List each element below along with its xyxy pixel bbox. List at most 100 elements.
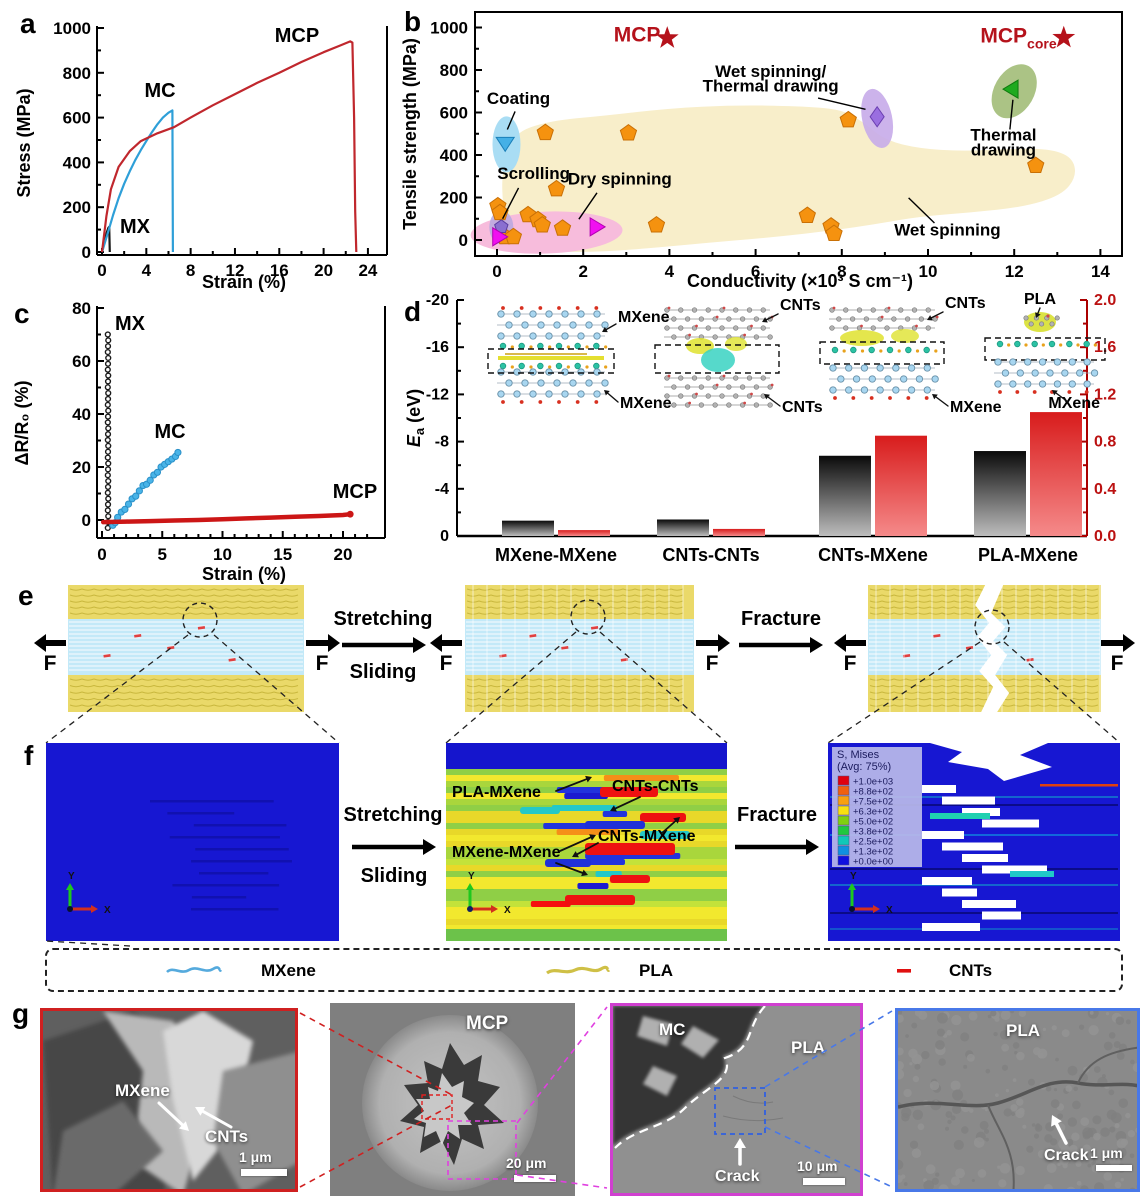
svg-text:0: 0 xyxy=(97,545,106,564)
svg-text:+0.0e+00: +0.0e+00 xyxy=(853,857,893,868)
svg-text:Tensile strength (MPa): Tensile strength (MPa) xyxy=(400,38,420,230)
pla-line-swatch xyxy=(546,965,611,975)
svg-text:F: F xyxy=(44,652,57,675)
svg-text:CNTs-MXene: CNTs-MXene xyxy=(598,828,696,845)
series-MX xyxy=(104,331,112,532)
wet-spinning-region xyxy=(502,105,1075,252)
svg-text:Stretching: Stretching xyxy=(344,804,443,826)
scalebar-label: 10 μm xyxy=(797,1158,838,1174)
svg-text:MC: MC xyxy=(154,421,185,443)
pla-label: PLA xyxy=(791,1038,825,1057)
svg-text:Sliding: Sliding xyxy=(361,865,428,887)
svg-text:15: 15 xyxy=(273,545,292,564)
mxene-line-swatch xyxy=(166,966,223,974)
svg-text:CNTs-CNTs: CNTs-CNTs xyxy=(662,545,759,565)
svg-text:X: X xyxy=(104,905,111,916)
svg-text:0.0: 0.0 xyxy=(1094,528,1116,545)
svg-text:1.2: 1.2 xyxy=(1094,386,1116,403)
svg-text:+3.8e+02: +3.8e+02 xyxy=(853,827,893,838)
bar-red-1 xyxy=(713,528,765,536)
series-MC xyxy=(109,448,182,529)
composite-block xyxy=(465,585,694,712)
svg-text:Fracture: Fracture xyxy=(741,608,821,630)
svg-text:S, Mises: S, Mises xyxy=(837,749,880,761)
svg-text:Ea (eV): Ea (eV) xyxy=(404,389,427,447)
svg-text:4: 4 xyxy=(665,262,675,281)
svg-text:MX: MX xyxy=(120,216,151,238)
inset-pla-mxene: PLA MXene xyxy=(984,291,1106,412)
svg-text:Sliding: Sliding xyxy=(350,661,417,683)
mxene-annotation: MXene xyxy=(115,1081,170,1100)
svg-text:Y: Y xyxy=(850,871,857,882)
svg-text:800: 800 xyxy=(63,64,91,83)
scalebar-label: 20 μm xyxy=(506,1155,547,1171)
coordinate-triad: YX xyxy=(66,871,111,916)
legend-pla-label: PLA xyxy=(639,961,673,980)
svg-text:8: 8 xyxy=(837,262,846,281)
svg-text:MXene: MXene xyxy=(620,395,672,412)
svg-text:20: 20 xyxy=(72,458,91,477)
bar-red-2 xyxy=(875,435,927,536)
svg-text:-8: -8 xyxy=(435,434,449,451)
bar-black-1 xyxy=(657,519,709,536)
sem-texture xyxy=(43,1011,295,1189)
svg-text:14: 14 xyxy=(1091,262,1110,281)
svg-text:Y: Y xyxy=(68,871,75,882)
svg-text:0.4: 0.4 xyxy=(1094,481,1116,498)
bar-red-3 xyxy=(1030,412,1082,536)
svg-text:400: 400 xyxy=(440,146,468,165)
series-thermal-drawing-triangle-left xyxy=(1002,79,1019,100)
svg-text:12: 12 xyxy=(1005,262,1024,281)
series-wet-spinning-pentagon xyxy=(489,110,1045,245)
inset-cnts-cnts: CNTs CNTs xyxy=(654,297,823,416)
svg-text:MCPcore: MCPcore xyxy=(980,24,1056,51)
sem-mcp-cross-section: MCP 20 μm xyxy=(330,1003,575,1196)
svg-text:Y: Y xyxy=(468,871,475,882)
composite-block xyxy=(68,585,304,712)
svg-text:400: 400 xyxy=(63,153,91,172)
sem-pla-crack: PLA Crack 1 μm xyxy=(895,1008,1140,1192)
svg-text:CNTs-MXene: CNTs-MXene xyxy=(818,545,928,565)
series-wet-thermal-diamond xyxy=(869,105,885,128)
svg-text:2: 2 xyxy=(578,262,587,281)
svg-text:+5.0e+02: +5.0e+02 xyxy=(853,817,893,828)
svg-text:+2.5e+02: +2.5e+02 xyxy=(853,837,893,848)
crack-label: Crack xyxy=(715,1168,760,1185)
panel-letter-e: e xyxy=(18,580,34,611)
svg-text:MCP: MCP xyxy=(614,23,661,46)
svg-text:Stretching: Stretching xyxy=(334,608,433,630)
svg-text:Coating: Coating xyxy=(487,89,550,108)
scalebar xyxy=(514,1175,556,1182)
svg-text:1000: 1000 xyxy=(430,19,468,38)
svg-text:MXene: MXene xyxy=(950,399,1002,416)
svg-text:16: 16 xyxy=(270,261,289,280)
svg-text:drawing: drawing xyxy=(971,140,1036,159)
coordinate-triad: YX xyxy=(848,871,893,916)
svg-text:F: F xyxy=(706,652,719,675)
sem-mxene-cnts-closeup: MXene CNTs 1 μm xyxy=(40,1008,298,1192)
svg-text:5: 5 xyxy=(158,545,167,564)
svg-text:PLA-MXene: PLA-MXene xyxy=(452,784,541,801)
panel-letter-f: f xyxy=(24,740,34,771)
series-MCP xyxy=(100,510,354,525)
svg-text:-4: -4 xyxy=(435,481,449,498)
bar-red-0 xyxy=(558,530,610,536)
svg-text:600: 600 xyxy=(440,104,468,123)
svg-text:Strain (%): Strain (%) xyxy=(202,272,286,292)
svg-text:0: 0 xyxy=(440,528,449,545)
svg-text:Stress (MPa): Stress (MPa) xyxy=(14,88,34,197)
resistance-strain-chart: 0 5 10 15 20 0 20 40 60 80 Strain (%) ΔR/R₀ (%) MX MC… xyxy=(12,299,386,584)
panel-letter-g: g xyxy=(12,998,30,1029)
scalebar xyxy=(1096,1165,1132,1171)
svg-text:200: 200 xyxy=(63,198,91,217)
svg-text:MXene: MXene xyxy=(1048,395,1100,412)
svg-text:MCP: MCP xyxy=(275,25,319,47)
svg-text:0: 0 xyxy=(82,511,91,530)
fem-initial xyxy=(46,743,339,941)
svg-text:600: 600 xyxy=(63,109,91,128)
scalebar xyxy=(241,1169,287,1176)
svg-text:-20: -20 xyxy=(426,292,449,309)
svg-text:800: 800 xyxy=(440,61,468,80)
binding-energy-chart: 0 -4 -8 -12 -16 -20 0.0 0.4 0.8 1.2 1.6 2.0 Ea (eV) M… xyxy=(404,291,1116,565)
